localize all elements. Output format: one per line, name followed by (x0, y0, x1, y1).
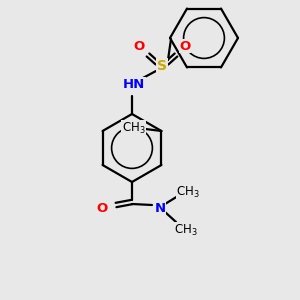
Text: S: S (157, 59, 167, 73)
Text: S: S (157, 59, 167, 73)
Text: CH$_3$: CH$_3$ (174, 223, 198, 238)
Text: O: O (134, 40, 145, 52)
Text: N: N (154, 202, 166, 214)
Text: O: O (134, 40, 145, 52)
Text: CH$_3$: CH$_3$ (174, 223, 198, 238)
Text: O: O (179, 40, 191, 52)
Text: N: N (154, 202, 166, 214)
Text: CH$_3$: CH$_3$ (122, 120, 145, 136)
Text: O: O (179, 40, 191, 52)
Text: O: O (96, 202, 108, 215)
Text: CH$_3$: CH$_3$ (122, 120, 145, 136)
Text: CH$_3$: CH$_3$ (176, 184, 200, 200)
Text: CH$_3$: CH$_3$ (176, 184, 200, 200)
Text: HN: HN (123, 77, 145, 91)
Text: O: O (96, 202, 108, 215)
Text: HN: HN (123, 77, 145, 91)
